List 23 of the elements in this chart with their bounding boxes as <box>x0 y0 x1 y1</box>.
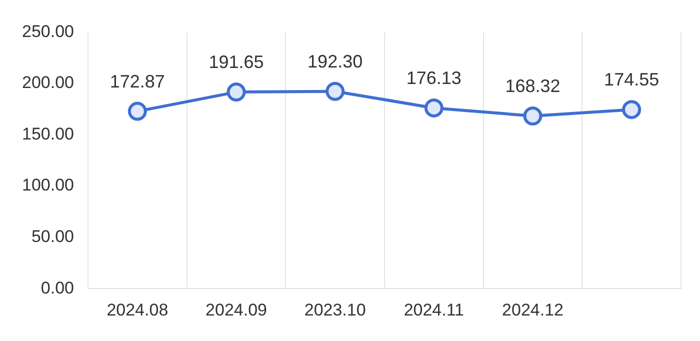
y-tick-label: 150.00 <box>22 124 74 144</box>
y-tick-label: 0.00 <box>40 278 74 298</box>
point <box>622 100 642 120</box>
data-label: 174.55 <box>604 70 660 90</box>
data-label: 172.87 <box>110 71 165 92</box>
x-tick-label: 2024.12 <box>502 300 564 320</box>
x-tick-label: 2024.08 <box>106 300 168 320</box>
point <box>128 102 147 121</box>
point <box>226 82 246 102</box>
data-label: 168.32 <box>505 76 560 96</box>
point <box>326 82 345 101</box>
data-label: 191.65 <box>208 52 264 72</box>
point <box>424 98 444 118</box>
data-label: 176.13 <box>406 68 462 88</box>
x-tick-label: 2024.09 <box>206 300 267 320</box>
y-tick-label: 250.00 <box>22 22 74 41</box>
y-tick-label: 100.00 <box>22 176 74 195</box>
y-tick-label: 200.00 <box>22 73 74 92</box>
y-tick-label: 50.00 <box>31 227 74 246</box>
x-tick-label: 2023.10 <box>304 300 366 320</box>
data-label: 192.30 <box>308 51 363 72</box>
x-tick-label: 2024.11 <box>404 300 464 320</box>
point <box>523 106 542 126</box>
